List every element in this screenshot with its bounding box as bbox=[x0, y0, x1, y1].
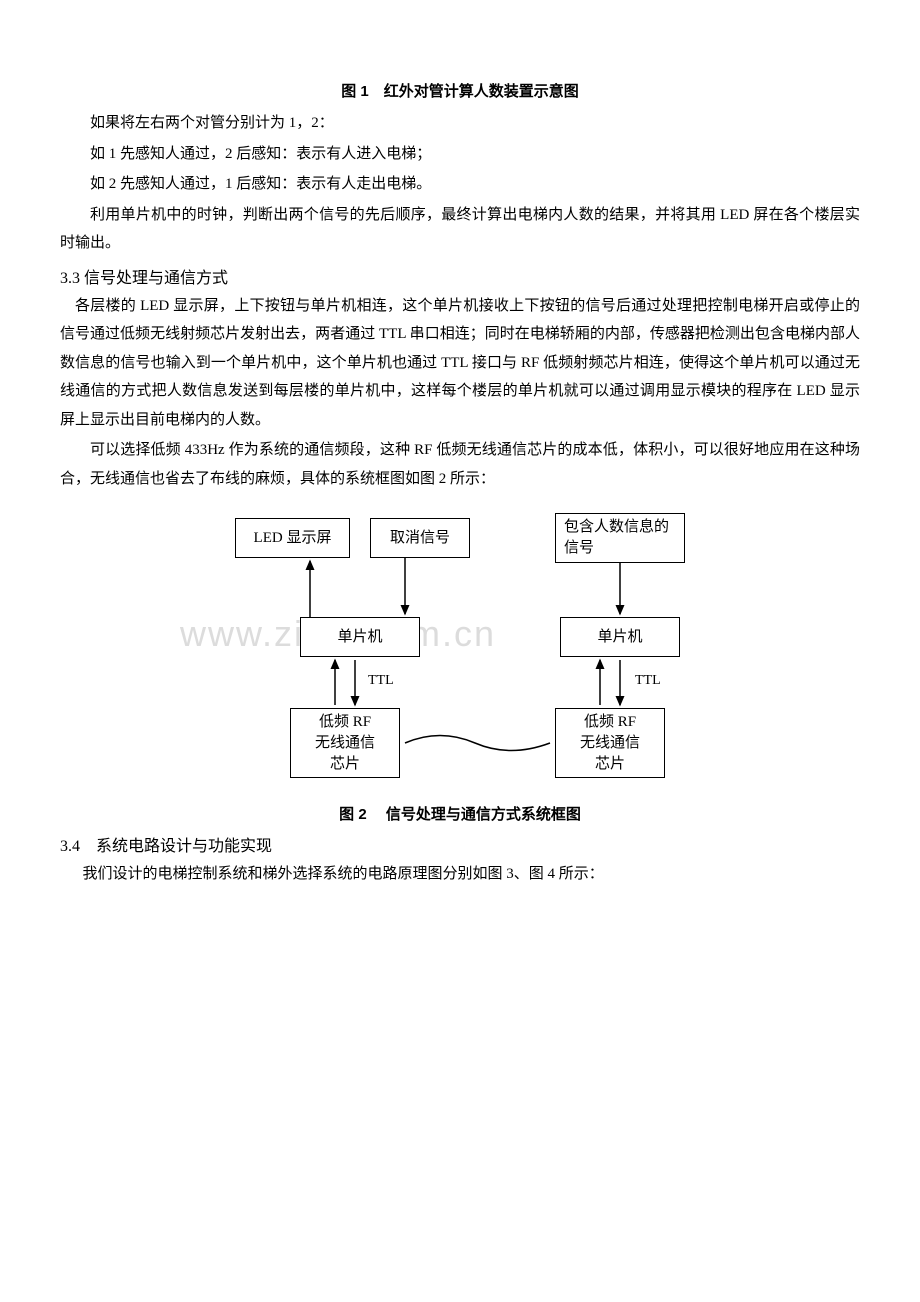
figure2-title: 图 2 信号处理与通信方式系统框图 bbox=[60, 803, 860, 824]
figure1-title: 图 1 红外对管计算人数装置示意图 bbox=[60, 80, 860, 101]
diagram-box-mcu2: 单片机 bbox=[560, 617, 680, 657]
diagram-box-signal: 包含人数信息的信号 bbox=[555, 513, 685, 563]
diagram-box-cancel: 取消信号 bbox=[370, 518, 470, 558]
para-7: 我们设计的电梯控制系统和梯外选择系统的电路原理图分别如图 3、图 4 所示： bbox=[60, 860, 860, 889]
diagram-box-led: LED 显示屏 bbox=[235, 518, 350, 558]
section-3-3-heading: 3.3 信号处理与通信方式 bbox=[60, 264, 860, 288]
para-5: 各层楼的 LED 显示屏，上下按钮与单片机相连，这个单片机接收上下按钮的信号后通… bbox=[60, 292, 860, 435]
section-3-4-heading: 3.4 系统电路设计与功能实现 bbox=[60, 832, 860, 856]
ttl-label-right: TTL bbox=[635, 673, 661, 689]
figure2-diagram: www.zixin.com.cn LED 显示屏 取消信号 包含人数信息的信号 … bbox=[210, 513, 710, 793]
diagram-box-rf1: 低频 RF 无线通信 芯片 bbox=[290, 708, 400, 778]
para-1: 如果将左右两个对管分别计为 1，2： bbox=[60, 109, 860, 138]
diagram-box-rf2: 低频 RF 无线通信 芯片 bbox=[555, 708, 665, 778]
para-3: 如 2 先感知人通过，1 后感知：表示有人走出电梯。 bbox=[60, 170, 860, 199]
para-2: 如 1 先感知人通过，2 后感知：表示有人进入电梯； bbox=[60, 140, 860, 169]
para-6: 可以选择低频 433Hz 作为系统的通信频段，这种 RF 低频无线通信芯片的成本… bbox=[60, 436, 860, 493]
para-4: 利用单片机中的时钟，判断出两个信号的先后顺序，最终计算出电梯内人数的结果，并将其… bbox=[60, 201, 860, 258]
ttl-label-left: TTL bbox=[368, 673, 394, 689]
diagram-box-mcu1: 单片机 bbox=[300, 617, 420, 657]
